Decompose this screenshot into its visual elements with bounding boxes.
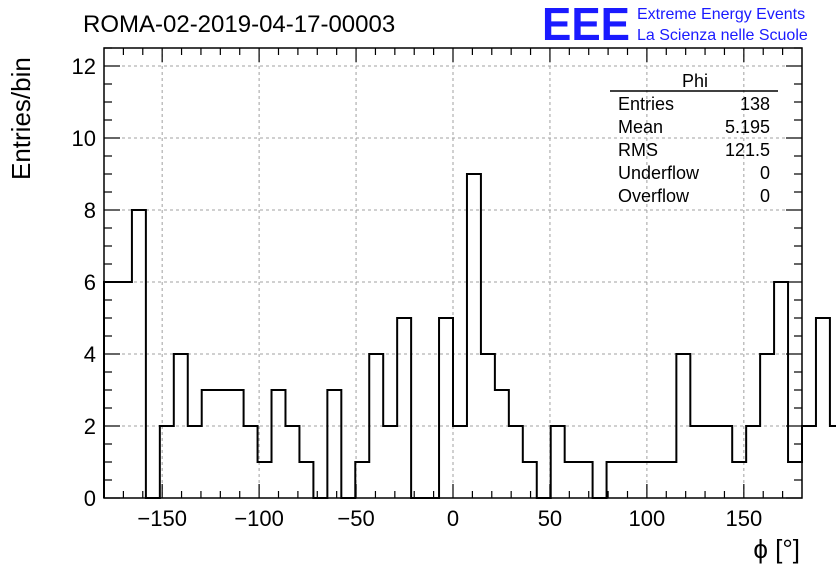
x-tick-labels: −150 −100 −50 0 50 100 150 — [137, 506, 762, 531]
stats-label-mean: Mean — [618, 117, 663, 137]
stats-value-rms: 121.5 — [725, 140, 770, 160]
stats-value-entries: 138 — [740, 94, 770, 114]
y-tick-label: 0 — [84, 486, 96, 511]
chart-title: ROMA-02-2019-04-17-00003 — [83, 11, 395, 38]
eee-logo-line1: Extreme Energy Events — [637, 6, 805, 23]
stats-value-mean: 5.195 — [725, 117, 770, 137]
histogram-outline — [103, 173, 836, 499]
stats-value-overflow: 0 — [760, 186, 770, 206]
x-tick-label: 0 — [447, 506, 459, 531]
x-tick-label: −50 — [337, 506, 374, 531]
eee-logo-mark: EEE — [542, 0, 630, 50]
x-axis-title: ϕ [°] — [753, 534, 800, 564]
x-tick-label: −100 — [234, 506, 284, 531]
y-axis-title: Entries/bin — [6, 57, 36, 180]
stats-label-underflow: Underflow — [618, 163, 700, 183]
stats-box: Phi Entries 138 Mean 5.195 RMS 121.5 Und… — [610, 71, 778, 206]
y-tick-label: 8 — [84, 198, 96, 223]
stats-label-entries: Entries — [618, 94, 674, 114]
x-tick-label: 50 — [538, 506, 562, 531]
eee-logo: EEE Extreme Energy Events La Scienza nel… — [542, 0, 808, 50]
eee-logo-line2: La Scienza nelle Scuole — [637, 27, 808, 44]
y-tick-label: 10 — [72, 126, 96, 151]
grid-lines — [104, 48, 802, 499]
x-tick-label: −150 — [137, 506, 187, 531]
y-tick-label: 12 — [72, 54, 96, 79]
x-tick-label: 150 — [725, 506, 762, 531]
y-tick-label: 2 — [84, 414, 96, 439]
stats-value-underflow: 0 — [760, 163, 770, 183]
y-tick-label: 4 — [84, 342, 96, 367]
y-tick-labels: 0 2 4 6 8 10 12 — [72, 54, 96, 511]
stats-label-rms: RMS — [618, 140, 658, 160]
axis-ticks — [104, 47, 802, 499]
stats-label-overflow: Overflow — [618, 186, 690, 206]
y-tick-label: 6 — [84, 270, 96, 295]
x-tick-label: 100 — [629, 506, 666, 531]
stats-box-title: Phi — [682, 71, 708, 91]
